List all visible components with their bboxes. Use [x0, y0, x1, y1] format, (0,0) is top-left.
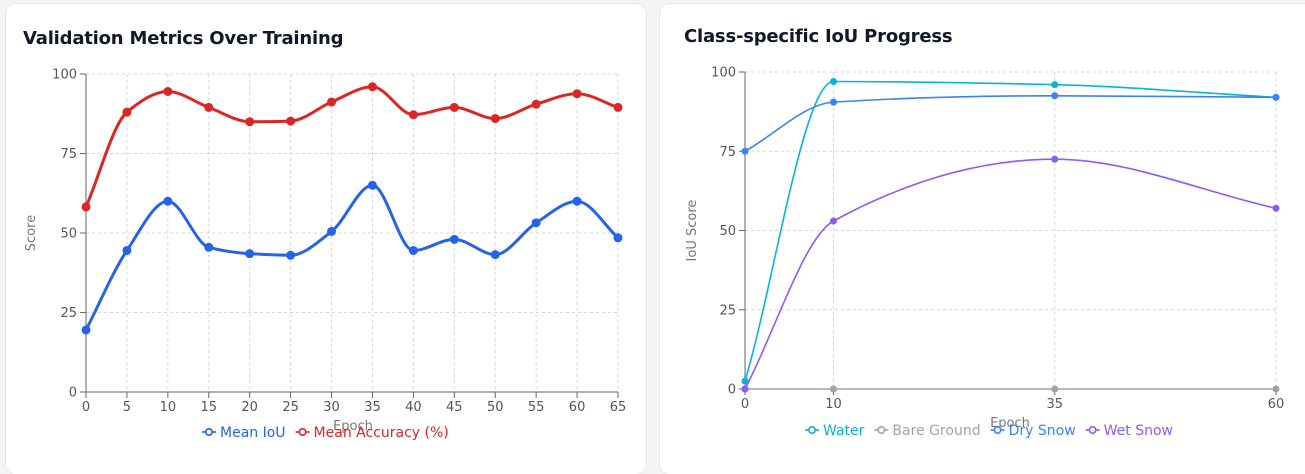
data-point[interactable] [449, 234, 459, 244]
data-point[interactable] [1272, 204, 1280, 212]
x-tick-label: 55 [528, 400, 545, 415]
data-point[interactable] [613, 233, 623, 243]
data-point[interactable] [1051, 385, 1059, 393]
y-tick-label: 25 [60, 306, 77, 321]
series-line [744, 94, 1277, 152]
chart-title: Class-specific IoU Progress [684, 26, 953, 47]
y-axis-label: Score [24, 215, 39, 251]
data-point[interactable] [613, 102, 623, 112]
y-tick-label: 50 [719, 224, 736, 239]
x-tick-label: 45 [446, 400, 463, 415]
data-point[interactable] [327, 97, 337, 107]
data-point[interactable] [830, 385, 837, 393]
x-tick-label: 50 [487, 400, 504, 415]
y-axis-label: IoU Score [685, 200, 700, 262]
x-tick-label: 65 [610, 400, 627, 415]
class-iou-card: Class-specific IoU Progress 0 25 50 75 100 0 1… [660, 4, 1305, 474]
series-line [744, 80, 1277, 382]
legend-label[interactable]: Water [823, 423, 865, 439]
data-point[interactable] [408, 245, 418, 255]
y-tick-label: 100 [711, 66, 736, 81]
legend-circle-marker[interactable] [1088, 425, 1097, 434]
x-axis-label: Epoch [333, 419, 373, 434]
data-point[interactable] [367, 180, 377, 190]
legend-label[interactable]: Dry Snow [1009, 423, 1076, 439]
x-tick-label: 5 [123, 400, 131, 415]
x-tick-label: 15 [200, 400, 217, 415]
data-point[interactable] [286, 250, 296, 260]
x-tick-label: 35 [1046, 397, 1063, 412]
data-point[interactable] [1272, 93, 1280, 101]
data-point[interactable] [572, 89, 582, 99]
y-tick-label: 0 [69, 386, 77, 401]
data-point[interactable] [449, 102, 459, 112]
data-point[interactable] [741, 385, 749, 393]
validation-metrics-chart: 0 25 50 75 100 0 5 10 15 20 25 30 35 40 45 50 55 60 65 Epoc… [24, 68, 627, 442]
data-point[interactable] [1051, 81, 1059, 89]
x-tick-label: 10 [825, 397, 842, 412]
data-point[interactable] [204, 102, 214, 112]
data-point[interactable] [572, 196, 582, 206]
data-point[interactable] [245, 117, 255, 127]
y-tick-label: 50 [60, 227, 77, 242]
data-point[interactable] [204, 242, 214, 252]
x-tick-label: 10 [160, 400, 177, 415]
data-point[interactable] [830, 217, 837, 225]
data-point[interactable] [245, 249, 255, 259]
x-tick-label: 25 [282, 400, 299, 415]
data-point[interactable] [81, 325, 91, 335]
x-tick-label: 0 [82, 400, 90, 415]
data-point[interactable] [1051, 92, 1059, 100]
y-tick-label: 75 [719, 145, 736, 160]
legend-label[interactable]: Mean IoU [220, 425, 286, 441]
data-point[interactable] [286, 116, 296, 126]
x-tick-label: 35 [364, 400, 381, 415]
data-point[interactable] [830, 98, 837, 106]
legend-label[interactable]: Wet Snow [1104, 423, 1173, 439]
y-tick-label: 100 [52, 68, 77, 83]
data-point[interactable] [367, 82, 377, 92]
legend-circle-marker[interactable] [993, 425, 1002, 434]
data-point[interactable] [1272, 385, 1280, 393]
data-point[interactable] [122, 107, 132, 117]
data-point[interactable] [122, 245, 132, 255]
data-point[interactable] [81, 202, 91, 212]
x-tick-label: 20 [241, 400, 258, 415]
data-point[interactable] [163, 86, 173, 96]
data-point[interactable] [163, 196, 173, 206]
data-point[interactable] [741, 377, 749, 385]
y-tick-label: 25 [719, 303, 736, 318]
data-point[interactable] [531, 218, 541, 228]
data-point[interactable] [490, 114, 500, 124]
x-tick-label: 30 [323, 400, 340, 415]
legend-circle-marker[interactable] [205, 427, 214, 436]
data-point[interactable] [490, 250, 500, 260]
legend-circle-marker[interactable] [808, 425, 817, 434]
series-line [84, 183, 620, 331]
data-point[interactable] [531, 99, 541, 109]
data-point[interactable] [327, 226, 337, 236]
data-point[interactable] [741, 147, 749, 155]
x-tick-label: 40 [405, 400, 422, 415]
x-tick-label: 60 [1268, 397, 1285, 412]
validation-metrics-card: Validation Metrics Over Training 0 25 50 75… [6, 4, 646, 474]
chart-title: Validation Metrics Over Training [23, 28, 344, 49]
legend-circle-marker[interactable] [877, 425, 886, 434]
legend-label[interactable]: Bare Ground [892, 423, 980, 439]
legend-label[interactable]: Mean Accuracy (%) [314, 425, 449, 441]
data-point[interactable] [1051, 155, 1059, 163]
legend-circle-marker[interactable] [298, 427, 307, 436]
y-tick-label: 75 [60, 147, 77, 162]
x-tick-label: 60 [569, 400, 586, 415]
data-point[interactable] [408, 110, 418, 120]
y-tick-label: 0 [728, 383, 736, 398]
series-line [744, 158, 1277, 390]
x-tick-label: 0 [741, 397, 749, 412]
data-point[interactable] [830, 78, 837, 86]
